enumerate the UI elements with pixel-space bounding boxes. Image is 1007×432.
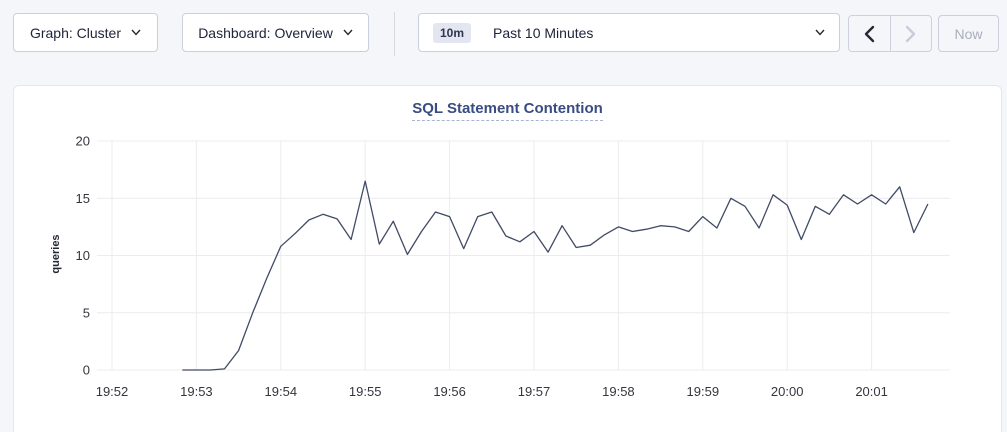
x-tick-label: 19:53 [180, 384, 213, 399]
y-tick-label: 20 [76, 134, 90, 149]
y-tick-label: 15 [76, 191, 90, 206]
now-button[interactable]: Now [938, 15, 999, 52]
x-tick-label: 19:59 [687, 384, 720, 399]
chart-title[interactable]: SQL Statement Contention [412, 100, 603, 121]
x-tick-label: 20:00 [771, 384, 804, 399]
chevron-left-icon [864, 25, 874, 42]
graph-selector-dropdown[interactable]: Graph: Cluster [13, 13, 158, 52]
y-axis-unit-label: queries [50, 234, 62, 273]
previous-time-window-button[interactable] [849, 16, 890, 51]
queries-line-series [182, 180, 929, 371]
graph-selector-label: Graph: Cluster [29, 24, 122, 41]
chart-panel: SQL Statement Contention 0 5 10 15 20 19:52 19… [13, 85, 1002, 432]
x-tick-label: 19:56 [433, 384, 466, 399]
chevron-down-icon [343, 29, 353, 36]
x-tick-label: 19:57 [518, 384, 551, 399]
time-window-nav-group [848, 15, 932, 52]
chart-plot-area[interactable]: 0 5 10 15 20 19:52 19:53 19:54 19:55 19:56 19:57 19… [14, 86, 1003, 431]
toolbar-divider [394, 12, 395, 56]
time-range-badge: 10m [433, 22, 472, 43]
x-tick-label: 19:54 [265, 384, 298, 399]
chevron-right-icon [906, 25, 916, 42]
x-tick-label: 19:55 [349, 384, 382, 399]
y-tick-label: 0 [83, 363, 90, 378]
chevron-down-icon [131, 29, 141, 36]
y-tick-label: 5 [83, 305, 90, 320]
time-range-dropdown[interactable]: 10m Past 10 Minutes [418, 13, 840, 52]
y-tick-label: 10 [76, 248, 90, 263]
x-tick-label: 19:52 [96, 384, 129, 399]
dashboard-selector-dropdown[interactable]: Dashboard: Overview [182, 13, 369, 52]
time-range-label: Past 10 Minutes [493, 24, 594, 41]
x-tick-label: 19:58 [602, 384, 635, 399]
chevron-down-icon [815, 29, 825, 36]
dashboard-selector-label: Dashboard: Overview [198, 24, 333, 41]
next-time-window-button[interactable] [889, 16, 932, 51]
x-tick-label: 20:01 [855, 384, 888, 399]
